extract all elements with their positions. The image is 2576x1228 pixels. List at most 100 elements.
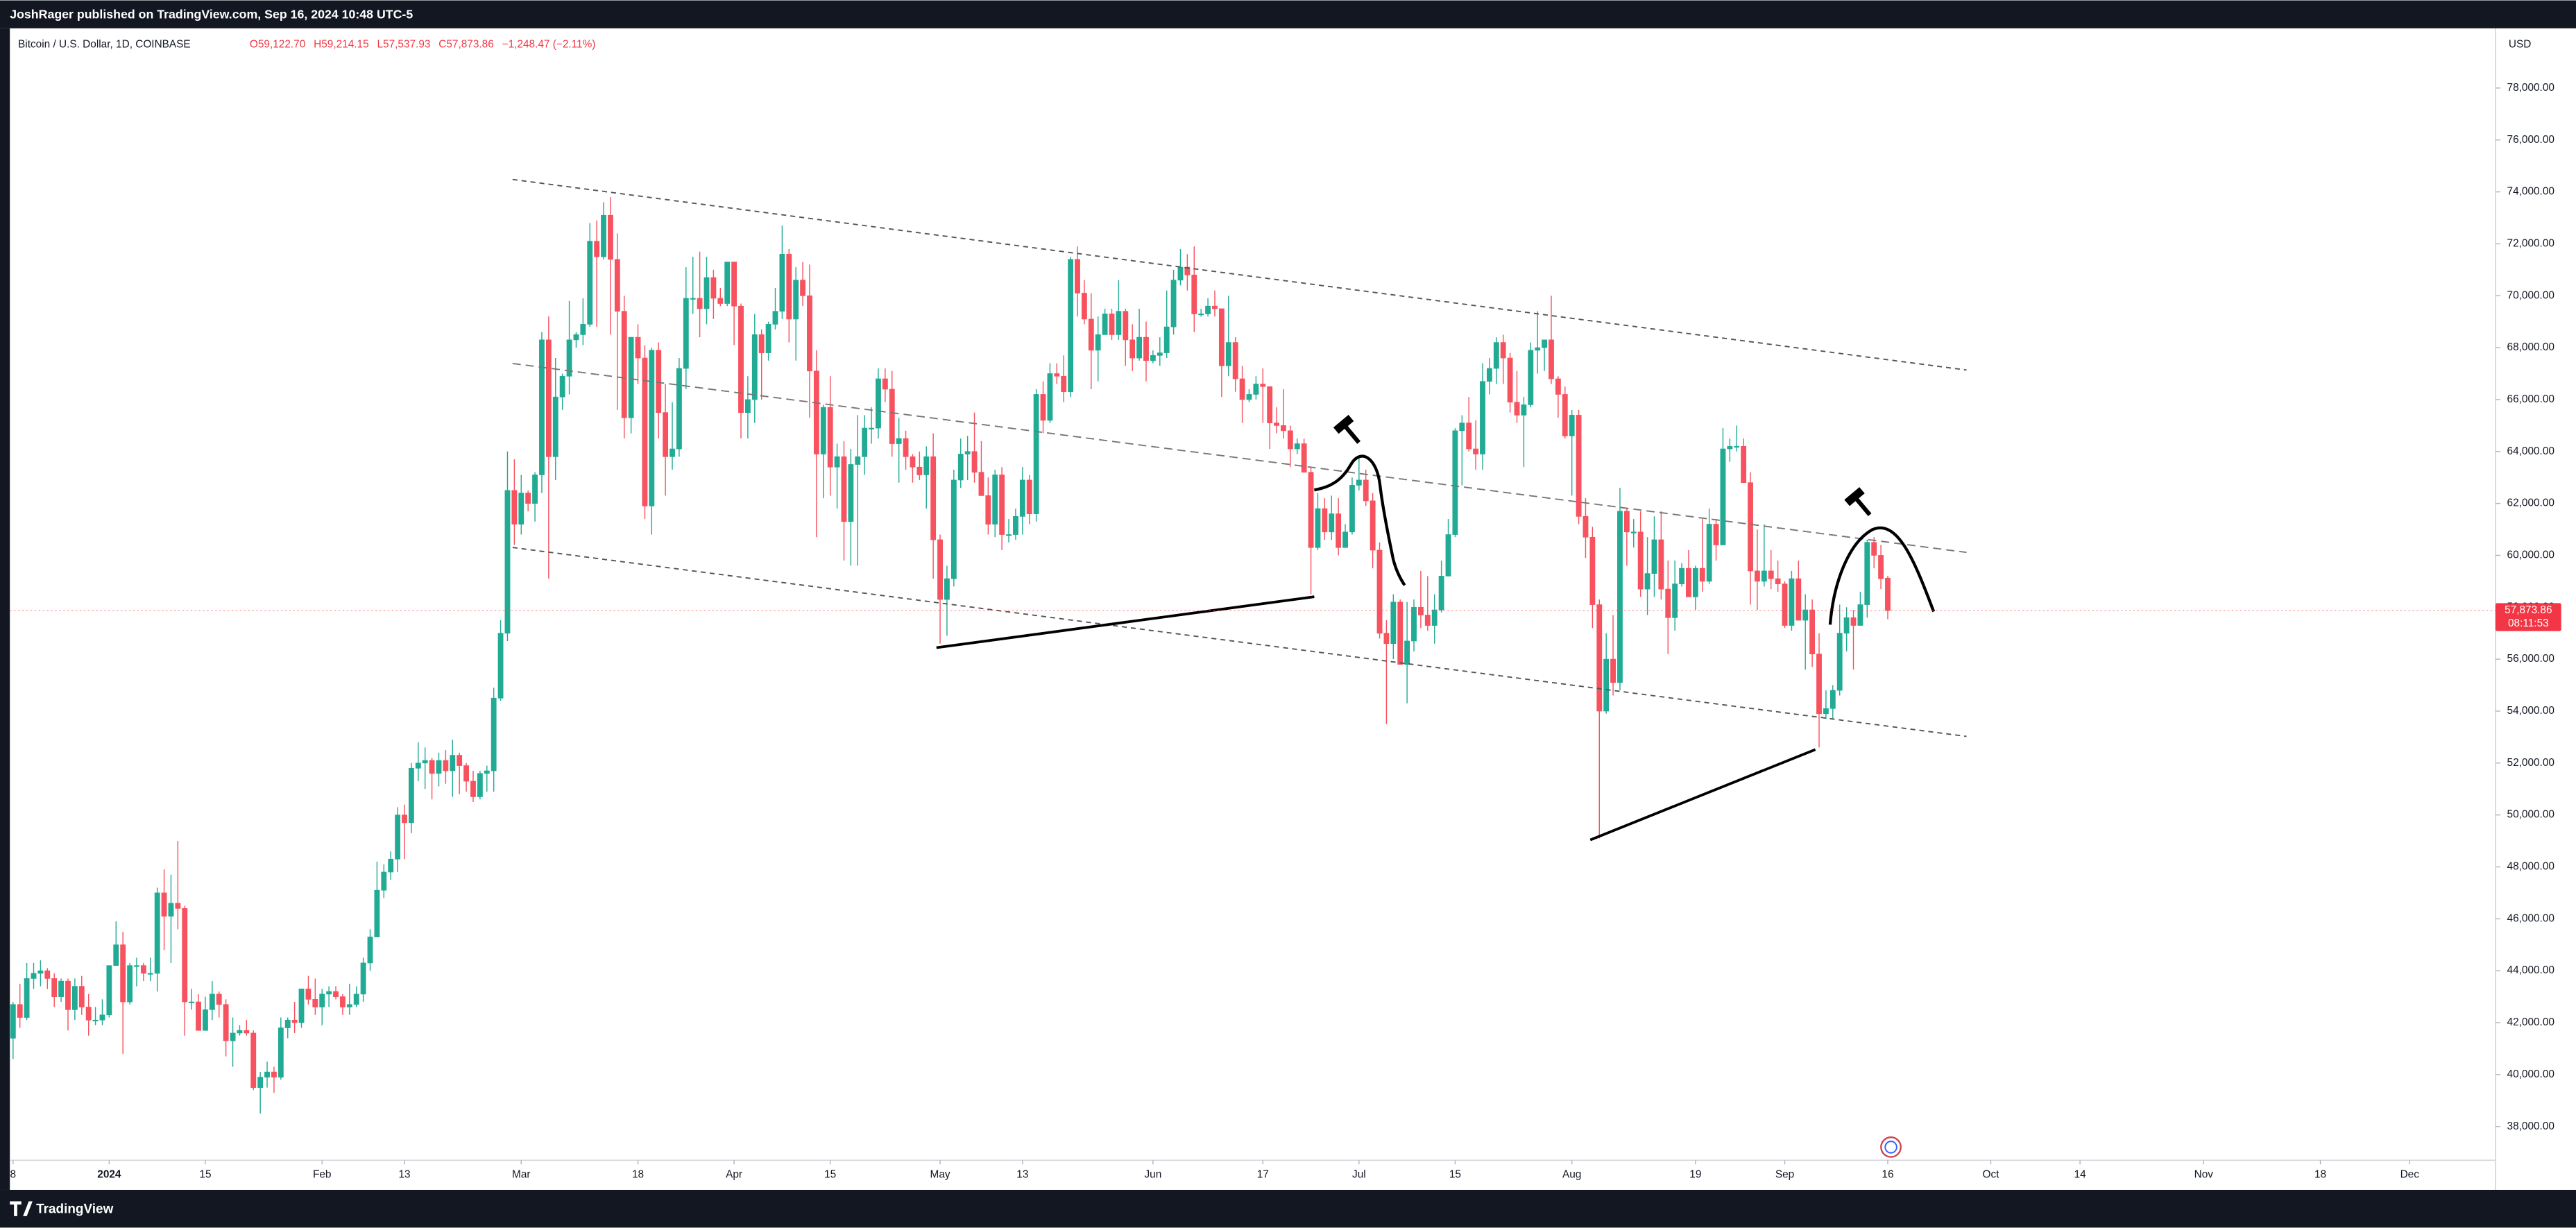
events-icon [1880, 1136, 1902, 1158]
candle-body [1205, 305, 1211, 314]
candle-body [642, 357, 648, 506]
candle-body [1535, 347, 1541, 351]
candle-body [1816, 654, 1822, 715]
candle-body [1102, 314, 1108, 335]
candle-body [1356, 479, 1362, 486]
candle-body [608, 214, 613, 260]
candle-body [1686, 568, 1691, 597]
candle-body [161, 892, 167, 916]
candle-body [1411, 606, 1417, 642]
candle-body [1116, 311, 1122, 335]
candle-body [1562, 394, 1568, 436]
candle-body [848, 464, 854, 522]
x-tick-label: 18 [632, 1169, 644, 1181]
candle-body [1755, 570, 1760, 582]
x-tick-label: Dec [2400, 1169, 2420, 1181]
candle-body [436, 760, 442, 774]
candle-body [58, 980, 65, 997]
candle-body [120, 944, 126, 1003]
candle-body [1857, 604, 1863, 626]
candle-body [353, 994, 359, 1005]
candle-body [237, 1030, 243, 1034]
candle-body [113, 944, 119, 966]
candle-body [291, 1019, 298, 1023]
candle-body [1390, 602, 1397, 645]
candle-body [559, 375, 565, 398]
candle-body [731, 262, 737, 307]
candle-body [1836, 633, 1843, 691]
candle-body [1329, 513, 1335, 533]
candle-body [1260, 384, 1266, 387]
candle-body [1417, 606, 1424, 615]
candle-body [1026, 479, 1032, 514]
x-tick-label: 14 [2074, 1169, 2087, 1181]
candle-body [1748, 482, 1753, 572]
candle-body [511, 490, 518, 525]
x-tick-label: 13 [1016, 1169, 1028, 1181]
candle-body [1603, 658, 1610, 712]
candle-body [1466, 423, 1472, 450]
candle-body [1013, 515, 1018, 535]
candle-body [147, 973, 153, 975]
candle-body [1363, 479, 1369, 502]
candle-body [484, 770, 490, 774]
y-tick-label: 72,000.00 [2507, 237, 2554, 249]
candle-body [855, 456, 861, 465]
candle-body [1864, 542, 1870, 605]
candle-body [923, 456, 930, 475]
candle-body [676, 368, 682, 450]
candle-body [1610, 658, 1616, 683]
candle-body [1623, 511, 1630, 533]
candle-body [1212, 305, 1218, 309]
candle-body [786, 254, 792, 320]
candle-body [1445, 534, 1451, 577]
candle-body [1658, 539, 1664, 590]
candle-body [621, 311, 627, 418]
candle-body [1679, 568, 1684, 584]
candle-body [889, 389, 895, 444]
candle-body [1637, 531, 1644, 590]
candle-body [738, 305, 744, 413]
candle-body [1809, 609, 1816, 655]
y-tick-label: 56,000.00 [2507, 653, 2554, 665]
last-price-label: 57,873.86 [2505, 604, 2552, 616]
candle-body [1768, 570, 1774, 579]
candle-body [1088, 318, 1094, 351]
candle-body [1246, 394, 1252, 400]
candle-body [1047, 373, 1053, 421]
candle-body [1136, 336, 1143, 359]
candle-body [1795, 578, 1802, 621]
candle-body [834, 456, 840, 468]
x-tick-label: Sep [1775, 1169, 1794, 1181]
candle-body [862, 427, 868, 457]
candle-body [1123, 311, 1129, 341]
candle-body [381, 871, 387, 891]
hammer-icon [1844, 487, 1872, 517]
left-border [0, 28, 10, 1190]
candle-body [1734, 445, 1740, 448]
candle-body [779, 254, 785, 312]
y-tick-label: 42,000.00 [2507, 1016, 2554, 1028]
candle-body [127, 965, 133, 1003]
candle-body [1301, 443, 1307, 473]
event-circle [1884, 1141, 1897, 1154]
y-tick-label: 40,000.00 [2507, 1068, 2554, 1080]
x-tick-label: 15 [824, 1169, 836, 1181]
candle-body [1665, 588, 1671, 618]
x-tick-label: 19 [1689, 1169, 1701, 1181]
candle-body [257, 1077, 264, 1088]
x-tick-label: Aug [1562, 1169, 1581, 1181]
candle-body [470, 781, 476, 797]
candle-body [1075, 259, 1080, 293]
candle-body [1727, 445, 1733, 450]
hammer-handle [1854, 497, 1872, 517]
candle-body [250, 1032, 257, 1088]
y-tick-label: 70,000.00 [2507, 289, 2554, 301]
candle-body [44, 970, 51, 979]
candle-body [1054, 373, 1060, 377]
candle-body [539, 339, 545, 475]
candle-body [99, 1014, 105, 1021]
candle-body [1308, 472, 1314, 548]
hammer-head [1844, 487, 1865, 506]
candle-body [896, 438, 902, 444]
